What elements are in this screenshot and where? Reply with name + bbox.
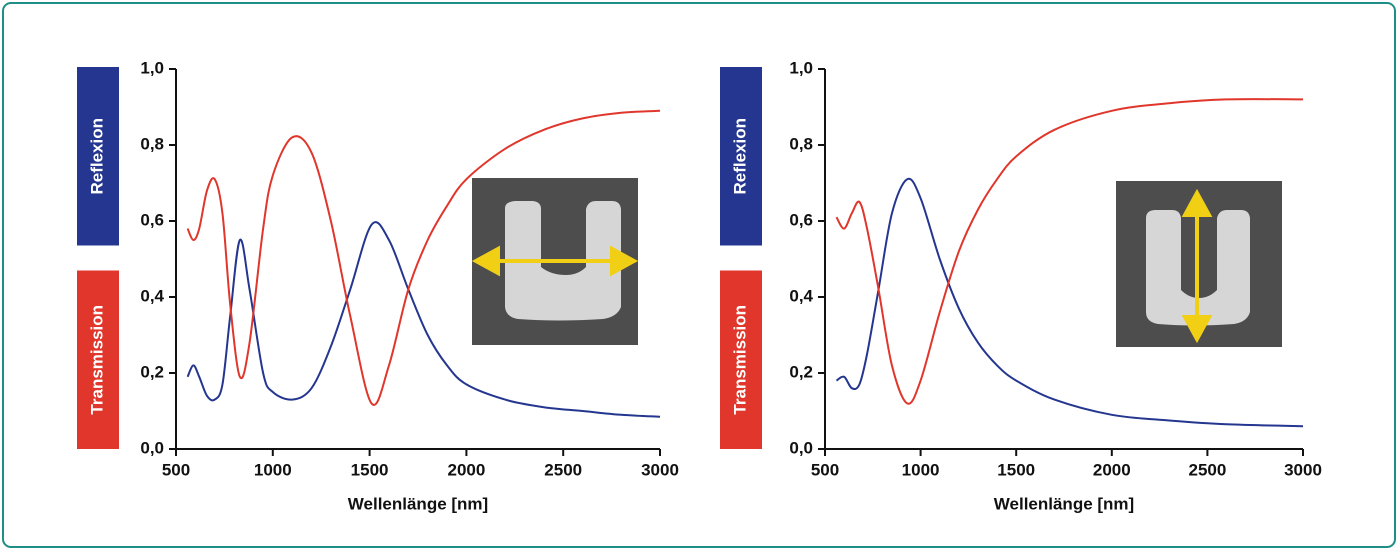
legend-label: Reflexion <box>730 118 749 195</box>
x-tick-label: 3000 <box>641 460 679 479</box>
y-tick-label: 0,8 <box>789 134 813 153</box>
legend-swatch <box>720 67 762 246</box>
inset-image <box>1116 181 1282 347</box>
legend-swatch <box>720 270 762 449</box>
x-tick-label: 1000 <box>902 460 940 479</box>
y-tick-label: 0,0 <box>140 438 164 457</box>
y-tick-label: 0,6 <box>140 210 164 229</box>
x-tick-label: 500 <box>811 460 839 479</box>
x-tick-label: 500 <box>162 460 190 479</box>
legend-label: Transmission <box>87 305 106 415</box>
inset-image <box>471 178 639 345</box>
series-line <box>835 98 1304 405</box>
y-tick-label: 0,0 <box>789 438 813 457</box>
y-tick-label: 1,0 <box>140 58 164 77</box>
x-tick-label: 2000 <box>447 460 485 479</box>
x-tick-label: 2500 <box>1188 460 1226 479</box>
x-tick-label: 3000 <box>1284 460 1322 479</box>
x-tick-label: 2000 <box>1093 460 1131 479</box>
x-tick-label: 2500 <box>544 460 582 479</box>
series-line <box>186 221 661 418</box>
legend-swatch <box>77 67 119 246</box>
x-axis-label: Wellenlänge [nm] <box>994 494 1134 513</box>
series-line <box>186 109 661 406</box>
x-tick-label: 1500 <box>997 460 1035 479</box>
y-tick-label: 1,0 <box>789 58 813 77</box>
y-tick-label: 0,2 <box>789 362 813 381</box>
y-tick-label: 0,8 <box>140 134 164 153</box>
y-tick-label: 0,6 <box>789 210 813 229</box>
y-tick-label: 0,4 <box>140 286 164 305</box>
x-tick-label: 1000 <box>254 460 292 479</box>
legend-swatch <box>77 270 119 449</box>
y-tick-label: 0,4 <box>789 286 813 305</box>
y-tick-label: 0,2 <box>140 362 164 381</box>
x-axis-label: Wellenlänge [nm] <box>348 494 488 513</box>
x-tick-label: 1500 <box>351 460 389 479</box>
legend-label: Reflexion <box>87 118 106 195</box>
legend-label: Transmission <box>730 305 749 415</box>
series-line <box>835 177 1304 428</box>
